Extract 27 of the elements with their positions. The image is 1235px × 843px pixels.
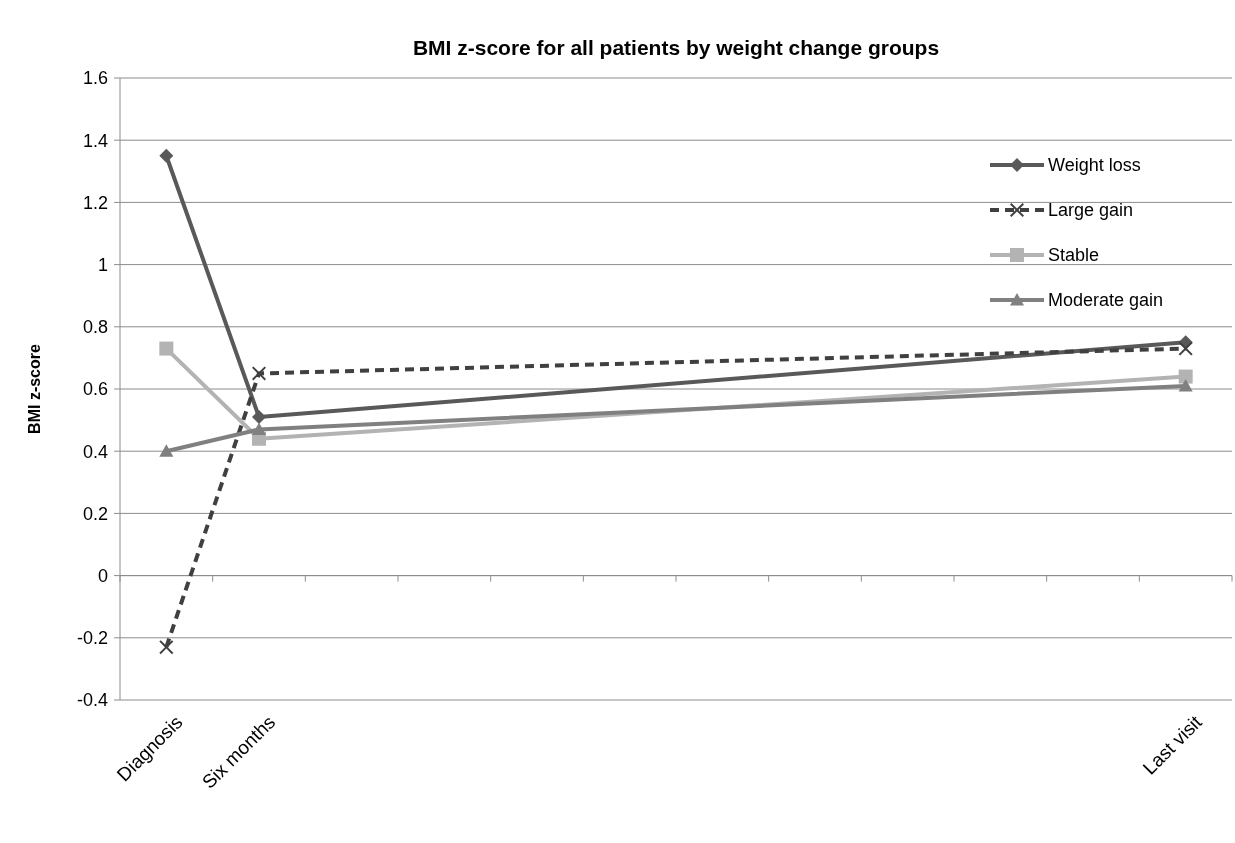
x-tick-label: Last visit bbox=[1138, 710, 1207, 779]
point bbox=[252, 409, 266, 424]
chart-title: BMI z-score for all patients by weight change groups bbox=[412, 36, 940, 59]
point bbox=[252, 422, 266, 436]
point bbox=[159, 444, 174, 457]
point bbox=[1178, 341, 1193, 356]
legend-label: Moderate gain bbox=[1048, 290, 1164, 311]
y-tick-label: 1.6 bbox=[82, 68, 108, 89]
y-tick-label: -0.2 bbox=[76, 628, 108, 649]
y-tick-label: 1.2 bbox=[82, 192, 108, 213]
legend-label: Large gain bbox=[1048, 200, 1134, 221]
y-tick-label: 0.6 bbox=[82, 379, 108, 400]
y-tick-label: 0 bbox=[97, 565, 108, 586]
point bbox=[159, 341, 174, 356]
point bbox=[1178, 369, 1193, 384]
y-tick-label: 0.8 bbox=[82, 317, 108, 338]
legend-label: Weight loss bbox=[1048, 155, 1141, 176]
legend-label: Stable bbox=[1048, 245, 1100, 266]
point bbox=[159, 148, 174, 163]
y-tick-label: -0.4 bbox=[76, 690, 108, 711]
y-tick-label: 0.4 bbox=[82, 441, 108, 462]
point bbox=[1178, 378, 1193, 392]
y-tick-label: 0.2 bbox=[82, 503, 108, 524]
y-tick-label: 1.4 bbox=[82, 130, 108, 151]
y-axis-title: BMI z-score bbox=[26, 344, 43, 434]
point bbox=[159, 640, 174, 655]
y-tick-label: 1 bbox=[97, 254, 108, 275]
